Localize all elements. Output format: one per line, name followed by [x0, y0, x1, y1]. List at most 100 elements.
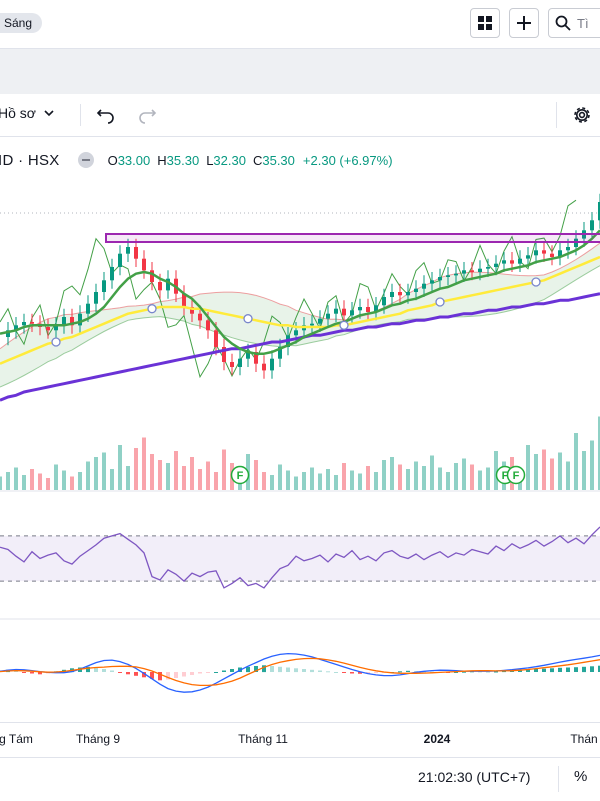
eye-icon[interactable] [77, 152, 94, 168]
candle-body [502, 260, 506, 264]
candle-body [438, 277, 442, 281]
x-tick-label: 2024 [423, 732, 451, 746]
volume-bar [166, 463, 170, 490]
volume-bar [190, 457, 194, 490]
macd-histogram-bar [86, 666, 90, 673]
volume-bar [126, 466, 130, 490]
volume-bar [150, 454, 154, 490]
macd-histogram-bar [478, 671, 482, 673]
macd-histogram-bar [270, 666, 274, 672]
volume-bar [14, 467, 18, 490]
ichimoku-cloud [0, 243, 600, 387]
volume-bar [454, 463, 458, 490]
candle-body [510, 260, 514, 264]
open-value: 33.00 [117, 152, 151, 168]
macd-histogram-bar [94, 667, 98, 672]
candle-body [78, 313, 82, 326]
macd-histogram-bar [302, 669, 306, 672]
x-tick-label: g Tám [0, 732, 33, 746]
candle-body [110, 267, 114, 281]
search-placeholder: Tì [577, 15, 589, 31]
macd-histogram-bar [454, 672, 458, 673]
candle-body [534, 250, 538, 256]
volume-bar [262, 472, 266, 490]
volume-bar [6, 472, 10, 490]
chevron-down-icon [44, 110, 54, 117]
volume-bar [38, 473, 42, 490]
macd-histogram-bar [150, 672, 154, 679]
candle-body [318, 318, 322, 324]
redo-icon[interactable] [136, 104, 158, 126]
search-input[interactable]: Tì [548, 8, 600, 38]
chart-legend: ID · HSX O33.00 H35.30 L32.30 C35.30 +2.… [0, 151, 393, 169]
undo-icon[interactable] [95, 104, 117, 126]
macd-histogram-bar [134, 672, 138, 676]
profile-dropdown[interactable]: Hồ sơ [0, 105, 54, 121]
macd-histogram-bar [334, 672, 338, 673]
candle-body [70, 317, 74, 326]
candle-body [262, 363, 266, 371]
candle-body [342, 308, 346, 316]
ma-green-line [0, 229, 600, 355]
volume-bar [446, 472, 450, 490]
add-button[interactable] [509, 8, 539, 38]
macd-histogram-bar [118, 672, 122, 673]
cross-marker [339, 320, 349, 330]
macd-histogram-bar [310, 669, 314, 673]
volume-bar [270, 475, 274, 490]
candle-body [598, 202, 600, 221]
candle-body [206, 320, 210, 331]
volume-bar [158, 460, 162, 490]
volume-bar [422, 466, 426, 490]
candle-body [158, 282, 162, 291]
macd-histogram-bar [246, 666, 250, 673]
macd-signal-line [0, 657, 600, 687]
macd-histogram-bar [342, 672, 346, 673]
candle-body [366, 307, 370, 312]
candle-body [526, 255, 530, 259]
candle-body [198, 313, 202, 321]
volume-bar [478, 470, 482, 490]
ichimoku-span-b [0, 265, 600, 388]
volume-bar [182, 466, 186, 490]
macd-histogram-bar [190, 672, 194, 675]
candle-body [390, 292, 394, 297]
volume-bar [286, 470, 290, 490]
macd-histogram-bar [518, 669, 522, 672]
percent-toggle[interactable]: % [574, 768, 588, 785]
time-axis[interactable]: g Tám Tháng 9 Tháng 11 2024 Thán [0, 722, 600, 757]
candle-body [430, 280, 434, 284]
candle-body [22, 322, 26, 326]
resistance-zone [105, 233, 600, 243]
macd-histogram-bar [590, 666, 594, 672]
candle-body [222, 347, 226, 362]
volume-bar [462, 458, 466, 490]
candle-body [566, 247, 570, 251]
volume-bar [398, 464, 402, 490]
candle-body [334, 308, 338, 314]
candle-body [6, 330, 10, 337]
macd-histogram-bar [558, 667, 562, 672]
close-value: 35.30 [262, 152, 295, 168]
macd-histogram-bar [534, 669, 538, 672]
toolbar-divider [556, 102, 557, 128]
volume-bar [86, 461, 90, 490]
layout-grid-button[interactable] [470, 8, 500, 38]
change-value: +2.30 (+6.97%) [302, 152, 393, 168]
volume-bar [174, 451, 178, 490]
macd-histogram-bar [350, 672, 354, 674]
candle-body [374, 305, 378, 312]
symbol-name[interactable]: ID · HSX [0, 151, 60, 169]
clock[interactable]: 21:02:30 (UTC+7) [418, 769, 531, 785]
macd-histogram-bar [550, 668, 554, 673]
theme-toggle[interactable]: Sáng [0, 13, 43, 33]
volume-bar [582, 451, 586, 490]
tab-band [0, 48, 600, 95]
candle-body [134, 247, 138, 259]
macd-histogram-bar [158, 672, 162, 681]
gear-icon[interactable] [570, 103, 594, 127]
volume-bar [406, 469, 410, 490]
x-tick-label: Tháng 11 [238, 732, 288, 746]
